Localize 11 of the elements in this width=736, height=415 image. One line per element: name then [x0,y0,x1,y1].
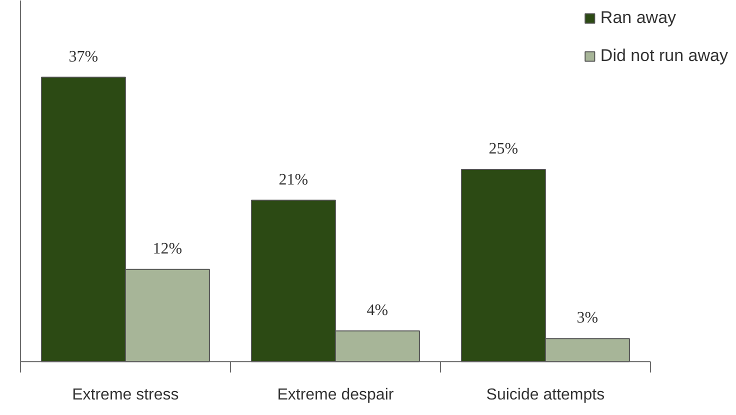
x-tick-label: Extreme despair [277,386,394,404]
legend-label: Ran away [600,8,676,28]
data-label: 3% [576,310,598,327]
data-label: 37% [68,48,98,66]
x-tick-label: Extreme stress [72,386,179,404]
data-label: 25% [488,140,518,158]
legend-label: Did not run away [600,46,728,66]
data-label: 4% [366,302,388,319]
data-label: 12% [152,240,182,258]
data-label: 21% [278,171,308,188]
x-tick-label: Suicide attempts [486,386,605,404]
